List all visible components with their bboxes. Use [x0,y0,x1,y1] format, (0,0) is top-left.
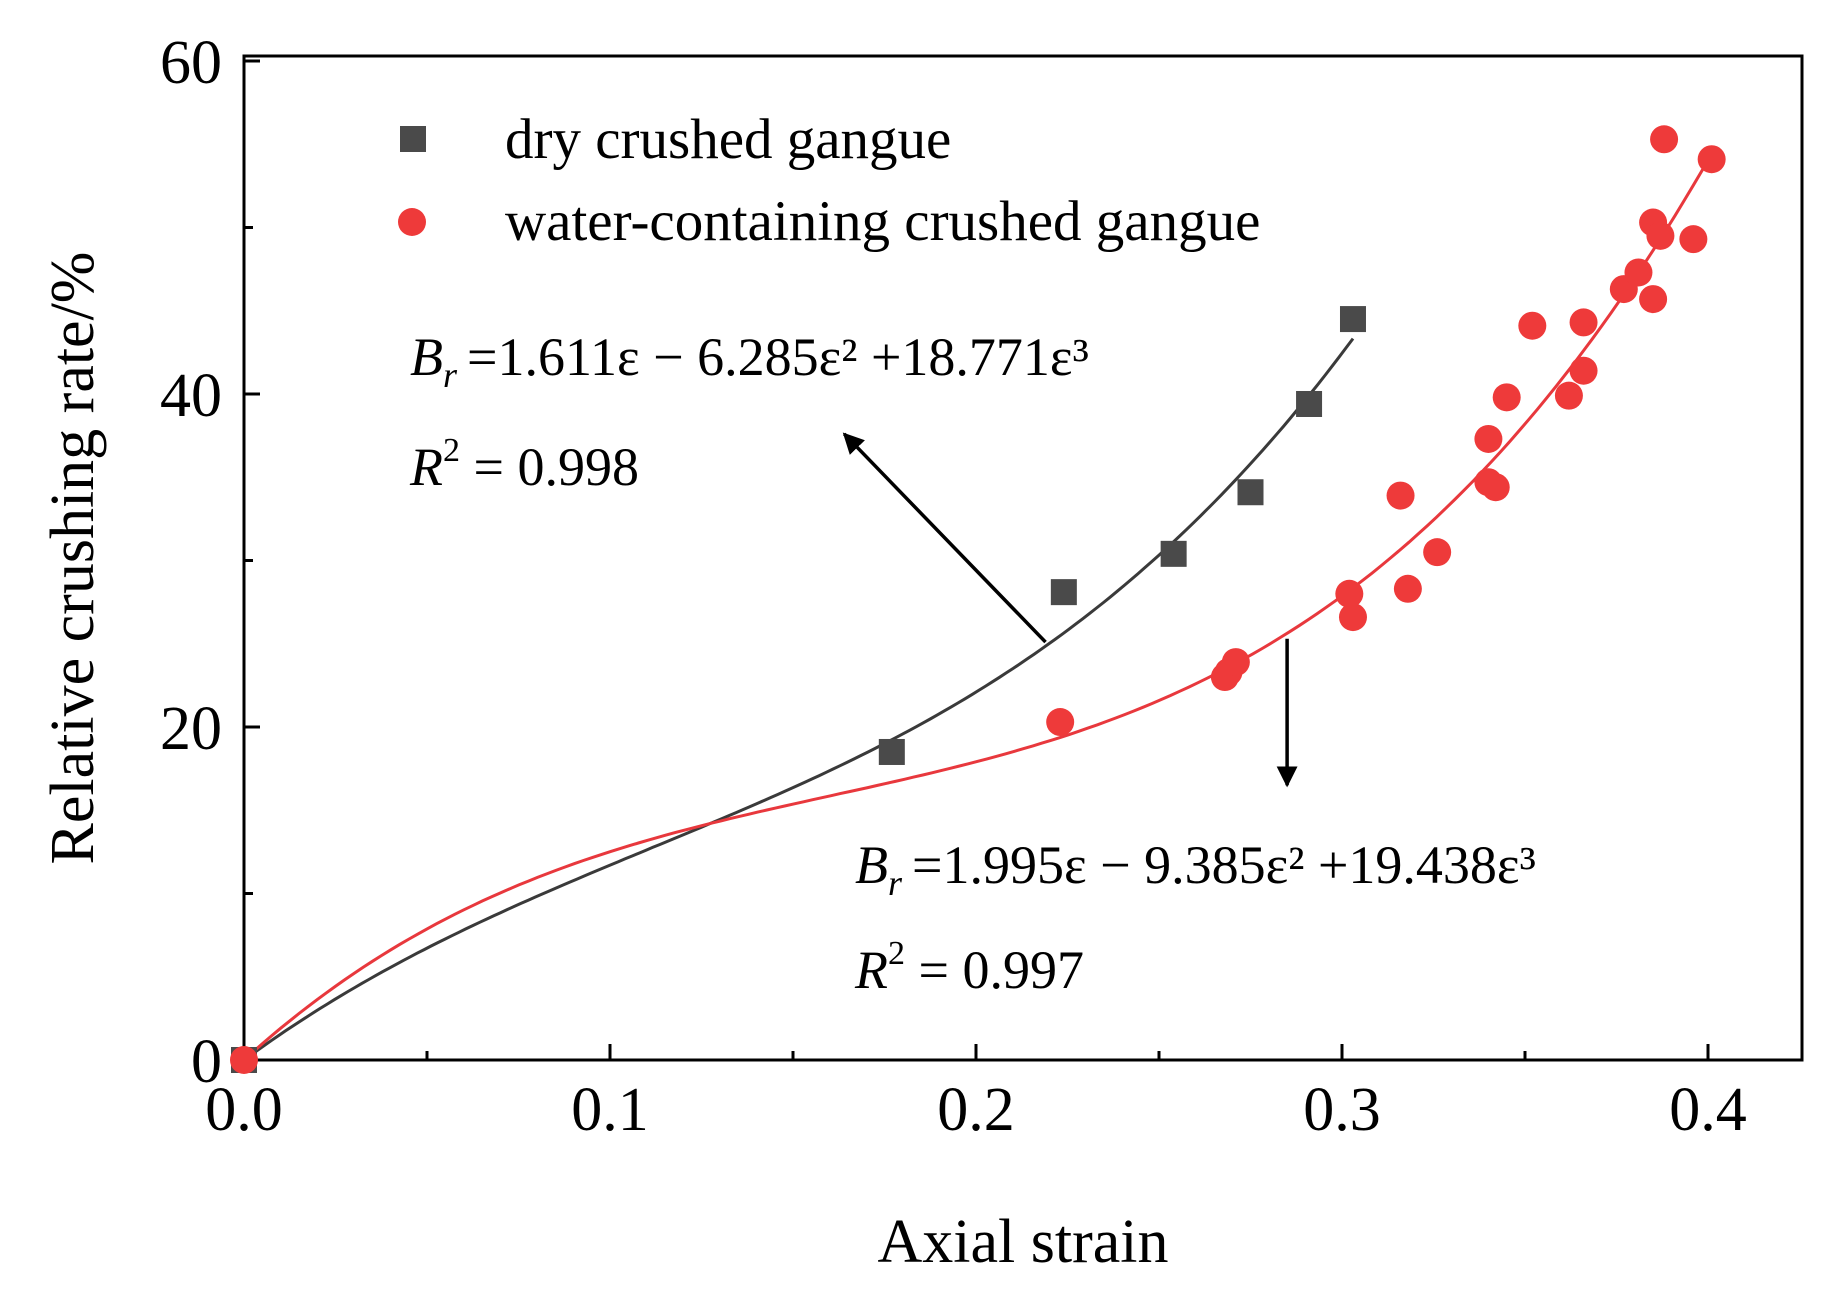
x-tick-label: 0.4 [1669,1076,1747,1144]
dry-r2-lhs: R [409,437,443,497]
water-r2-sup: 2 [888,935,905,972]
water-data-point [1335,579,1364,608]
x-tick-label: 0.2 [937,1076,1015,1144]
dry-eq-lhs: B [410,327,443,387]
water-eq-sub: r [888,863,903,903]
dry-r2-rhs: = 0.998 [460,437,639,497]
water-data-point [1481,473,1510,502]
legend-marker-water [398,208,426,236]
water-eq-rhs: =1.995ε − 9.385ε² +19.438ε³ [912,835,1536,895]
water-r2-rhs: = 0.997 [905,940,1084,1000]
water-data-point [1423,538,1452,567]
svg-text:Br=1.611ε − 6.285ε² +18.771ε³: Br =1.611ε − 6.285ε² +18.771ε³ [410,327,1089,395]
annotation-arrows [842,432,1298,788]
legend: dry crushed gangue water-containing crus… [398,108,1260,253]
water-eq-lhs: B [855,835,888,895]
dry-data-point [1160,540,1187,567]
dry-equation-arrow [842,432,1047,644]
water-data-point [1569,356,1598,385]
dry-data-point [878,738,905,765]
water-fit-equation: Br =1.995ε − 9.385ε² +19.438ε³ R2 = 0.997 [854,835,1536,1000]
y-tick-label: 0 [191,1028,222,1096]
water-data-point [1046,708,1075,737]
dry-data-point [1339,306,1366,333]
dry-data-point [1237,479,1264,506]
dry-eq-sub: r [443,355,458,395]
x-tick-label: 0.1 [571,1076,649,1144]
water-data-point [1492,383,1521,412]
dry-fit-equation: Br =1.611ε − 6.285ε² +18.771ε³ R2 = 0.998 [409,327,1089,497]
dry-data-point [1050,579,1077,606]
x-axis-title: Axial strain [878,1208,1169,1276]
data-points [230,125,1726,1074]
svg-text:R2 = 0.997: R2 = 0.997 [854,935,1084,1000]
water-data-point [1518,311,1547,340]
water-data-point [1639,285,1668,314]
water-r2-lhs: R [854,940,888,1000]
water-data-point [1393,574,1422,603]
water-data-point [1697,145,1726,174]
axis-tick-labels: 0.0 0.1 0.2 0.3 0.4 0 20 40 60 [160,29,1747,1144]
y-axis-title: Relative crushing rate/% [39,252,107,865]
y-tick-label: 60 [160,29,222,97]
svg-text:R2 = 0.998: R2 = 0.998 [409,432,639,497]
water-data-point [1338,603,1367,632]
water-data-point [1554,381,1583,410]
water-data-point [1221,648,1250,677]
svg-text:Br=1.995ε − 9.385ε² +19.438ε³: Br =1.995ε − 9.385ε² +19.438ε³ [855,835,1536,903]
water-data-point [1569,308,1598,337]
dry-data-point [1296,390,1323,417]
water-fit-curve [244,153,1713,1060]
water-data-point [230,1046,258,1074]
dry-r2-sup: 2 [443,432,460,469]
x-tick-label: 0.0 [205,1076,283,1144]
water-data-point [1386,481,1415,510]
water-data-point [1650,125,1679,154]
dry-eq-rhs: =1.611ε − 6.285ε² +18.771ε³ [467,327,1089,387]
x-tick-label: 0.3 [1303,1076,1381,1144]
water-data-point [1646,221,1675,250]
legend-label-dry: dry crushed gangue [505,108,951,171]
water-data-point [1624,258,1653,287]
legend-label-water: water-containing crushed gangue [505,190,1260,253]
water-data-point [1679,225,1708,254]
y-tick-label: 40 [160,362,222,430]
water-data-point [1474,424,1503,453]
legend-marker-dry [400,126,426,152]
y-tick-label: 20 [160,695,222,763]
